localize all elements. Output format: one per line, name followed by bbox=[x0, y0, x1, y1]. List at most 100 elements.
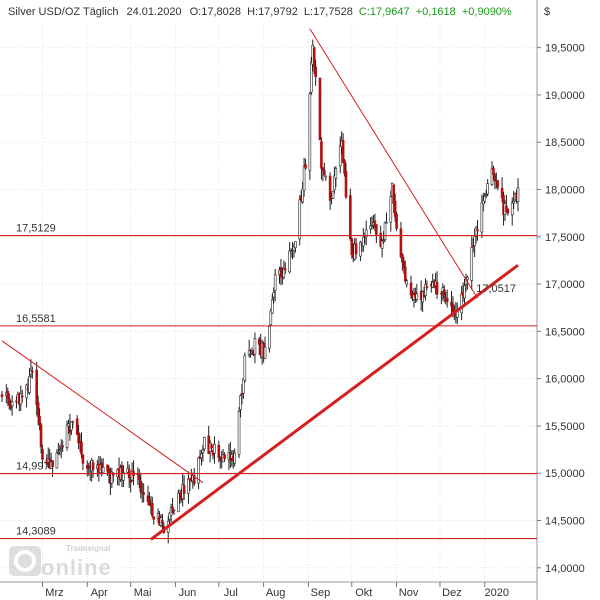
candle-up bbox=[288, 250, 291, 273]
candle-down bbox=[87, 465, 91, 468]
y-tick-label: 16,5000 bbox=[545, 326, 585, 338]
candle-up bbox=[268, 326, 271, 349]
x-tick-label: 2020 bbox=[485, 587, 509, 599]
candle-down bbox=[142, 492, 145, 495]
candle-down bbox=[223, 454, 226, 459]
chart-date: 24.01.2020 bbox=[127, 6, 182, 18]
candle-down bbox=[35, 369, 38, 406]
logo-ring bbox=[14, 550, 36, 572]
candle-down bbox=[392, 184, 395, 204]
candle-down bbox=[395, 213, 398, 229]
y-tick-label: 15,5000 bbox=[545, 421, 585, 433]
candle-down bbox=[7, 397, 11, 406]
trendline-uptrend-support bbox=[149, 263, 519, 541]
candle-down bbox=[321, 167, 325, 171]
candle-up bbox=[380, 240, 384, 249]
candle-up bbox=[272, 292, 276, 298]
candle-up bbox=[101, 466, 105, 473]
y-tick-label: 17,0000 bbox=[545, 279, 585, 291]
level-label: 14,997 bbox=[16, 461, 50, 473]
x-tick-label: Apr bbox=[91, 587, 108, 599]
candle-down bbox=[318, 77, 322, 141]
y-axis: 14,0000 14,5000 15,0000 15,5000 16,0000 16,50… bbox=[537, 43, 585, 575]
candle-down bbox=[192, 475, 196, 485]
x-axis: Mrz Apr Mai Jun Jul Aug Sep Okt Nov Dez 2020 bbox=[41, 582, 509, 599]
candle-up bbox=[233, 452, 237, 464]
y-tick-label: 19,5000 bbox=[545, 43, 585, 55]
candle-up bbox=[364, 229, 368, 238]
candle-up bbox=[463, 285, 466, 299]
candle-down bbox=[476, 229, 479, 232]
candle-up bbox=[197, 457, 200, 484]
x-tick-label: Mai bbox=[134, 587, 152, 599]
candle-down bbox=[283, 268, 287, 271]
candle-up bbox=[512, 201, 515, 204]
candle-down bbox=[496, 180, 500, 188]
x-tick-label: Okt bbox=[355, 587, 372, 599]
candle-up bbox=[200, 453, 203, 459]
candle-down bbox=[304, 164, 307, 169]
candle-up bbox=[239, 395, 242, 410]
candle-down bbox=[506, 208, 510, 214]
candle-up bbox=[473, 236, 476, 247]
y-tick-label: 19,0000 bbox=[545, 90, 585, 102]
candle-up bbox=[122, 472, 125, 481]
candle-down bbox=[445, 297, 449, 302]
trendline-resistance-2 bbox=[309, 28, 478, 299]
candle-up bbox=[362, 237, 365, 247]
candle-down bbox=[0, 394, 4, 398]
candle-down bbox=[151, 502, 154, 517]
grid bbox=[0, 24, 537, 582]
candle-up bbox=[65, 424, 69, 448]
candle-up bbox=[370, 225, 374, 227]
candle-down bbox=[138, 475, 141, 481]
currency-symbol: $ bbox=[544, 6, 550, 18]
candle-down bbox=[312, 47, 316, 68]
x-tick-label: Jun bbox=[179, 587, 197, 599]
candle-up bbox=[480, 202, 484, 233]
candle-up bbox=[203, 437, 206, 450]
candle-down bbox=[6, 391, 10, 399]
ohlc-open: O:17,8028 bbox=[190, 6, 241, 18]
chart-header: Silver USD/OZ Täglich 24.01.2020 O:17,80… bbox=[8, 6, 512, 18]
candle-up bbox=[213, 443, 216, 454]
candle-down bbox=[375, 224, 378, 236]
ohlc-close: C:17,9647 bbox=[359, 6, 410, 18]
candle-up bbox=[294, 241, 297, 248]
candle-up bbox=[201, 449, 205, 454]
candle-up bbox=[263, 346, 267, 359]
x-tick-label: Jul bbox=[224, 587, 238, 599]
candle-up bbox=[243, 355, 247, 381]
candle-up bbox=[483, 196, 487, 202]
candle-up bbox=[273, 274, 277, 291]
y-tick-label: 14,0000 bbox=[545, 563, 585, 575]
candle-up bbox=[269, 310, 273, 325]
candle-down bbox=[31, 370, 34, 373]
candle-down bbox=[38, 416, 41, 426]
candle-up bbox=[405, 280, 409, 285]
candle-up bbox=[298, 199, 302, 240]
candle-up bbox=[55, 452, 59, 469]
candle-down bbox=[111, 473, 115, 476]
y-tick-label: 15,0000 bbox=[545, 468, 585, 480]
level-label: 14,3089 bbox=[16, 526, 56, 538]
x-tick-label: Sep bbox=[311, 587, 331, 599]
candle-up bbox=[187, 478, 190, 494]
candle-up bbox=[424, 284, 427, 296]
y-tick-label: 18,5000 bbox=[545, 137, 585, 149]
candle-up bbox=[172, 509, 176, 512]
candle-down bbox=[136, 473, 140, 476]
candle-down bbox=[409, 282, 413, 296]
candle-up bbox=[237, 411, 241, 455]
x-tick-label: Mrz bbox=[45, 587, 63, 599]
ohlc-change-pct: +0,9090% bbox=[462, 6, 512, 18]
candle-up bbox=[516, 187, 520, 202]
candle-up bbox=[10, 401, 14, 407]
candle-down bbox=[320, 141, 323, 169]
candle-up bbox=[28, 376, 31, 393]
candle-down bbox=[435, 281, 439, 295]
candle-up bbox=[486, 183, 489, 195]
candle-down bbox=[314, 66, 317, 78]
candle-down bbox=[9, 405, 12, 409]
candle-down bbox=[354, 243, 358, 255]
